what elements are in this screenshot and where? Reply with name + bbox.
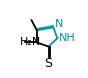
Text: S: S (45, 57, 53, 70)
Text: N: N (55, 19, 63, 29)
Text: H₂N: H₂N (20, 37, 41, 47)
Text: NH: NH (58, 33, 75, 43)
